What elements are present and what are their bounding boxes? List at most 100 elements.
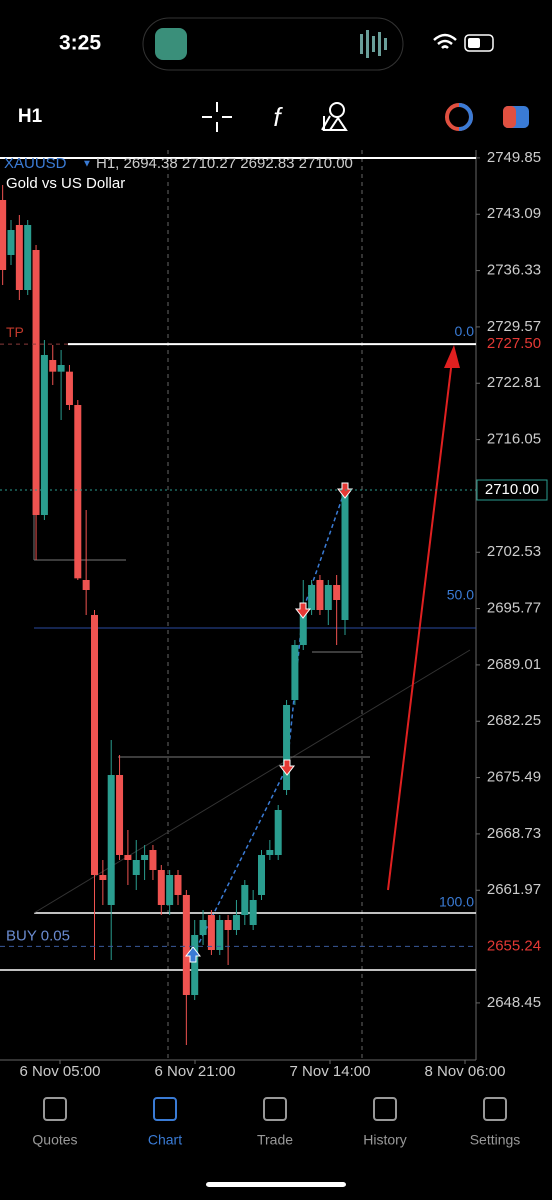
candle-body	[32, 250, 40, 515]
y-tick-label: 2689.01	[487, 656, 541, 673]
symbol-menu[interactable]: ▼	[82, 159, 92, 170]
symbol: XAUUSD	[4, 155, 67, 172]
annotation-arrow	[387, 359, 453, 891]
tab[interactable]: Trade	[257, 1097, 293, 1148]
y-tick-label: 2661.97	[487, 881, 541, 898]
home-indicator	[206, 1182, 346, 1187]
take-profit-price: 2727.50	[487, 335, 541, 352]
tab-icon	[43, 1097, 67, 1121]
tab-icon	[153, 1097, 177, 1121]
candle-body	[207, 915, 215, 950]
candle-body	[258, 855, 265, 895]
candle-body	[74, 405, 82, 579]
candle-body	[49, 360, 57, 372]
candle-body	[7, 230, 15, 255]
candle-body	[157, 870, 165, 905]
take-profit-label: TP	[6, 324, 24, 340]
candle-body	[333, 585, 341, 600]
y-tick-label: 2716.05	[487, 431, 541, 448]
y-tick-label: 2729.57	[487, 318, 541, 335]
y-tick-label: 2749.85	[487, 149, 541, 166]
candle-body	[132, 860, 140, 875]
dynamic-island	[142, 17, 404, 71]
tab-label: Settings	[470, 1132, 521, 1148]
candle-body	[199, 920, 207, 935]
tab-label: History	[363, 1132, 407, 1148]
candle-body	[149, 850, 157, 870]
x-tick-label: 8 Nov 06:00	[425, 1063, 506, 1080]
position-price: 2655.24	[487, 937, 541, 954]
candle-body	[107, 775, 115, 905]
y-tick-label: 2668.73	[487, 825, 541, 842]
quote-header: H1, 2694.38 2710.27 2692.83 2710.00	[96, 155, 353, 172]
candle-body	[15, 225, 23, 290]
clock: 3:25	[59, 32, 101, 55]
y-tick-label: 2648.45	[487, 994, 541, 1011]
tab-label: Chart	[148, 1132, 182, 1148]
fib-label: 0.0	[455, 323, 475, 339]
y-tick-label: 2675.49	[487, 769, 541, 786]
indicators-button[interactable]: f	[273, 102, 283, 132]
candle-body	[0, 200, 7, 270]
candle-body	[166, 875, 174, 905]
tab[interactable]: History	[363, 1097, 407, 1148]
candle-body	[274, 810, 282, 855]
candle-body	[57, 365, 65, 372]
candle-body	[82, 580, 90, 590]
crosshair-button[interactable]	[202, 102, 232, 132]
battery-level	[468, 38, 480, 48]
tab-icon	[373, 1097, 397, 1121]
candle-body	[216, 920, 224, 950]
fib-label: 50.0	[447, 586, 474, 602]
tab[interactable]: Settings	[470, 1097, 521, 1148]
y-tick-label: 2736.33	[487, 262, 541, 279]
candle-body	[341, 490, 349, 620]
candle-body	[283, 705, 291, 790]
trade-button-half	[458, 103, 473, 131]
candle-body	[191, 935, 199, 995]
tab[interactable]: Quotes	[32, 1097, 78, 1148]
subtitle: Gold vs US Dollar	[6, 175, 125, 192]
tab-icon	[483, 1097, 507, 1121]
candle-body	[316, 580, 324, 610]
y-tick-label: 2722.81	[487, 374, 541, 391]
tab-icon	[263, 1097, 287, 1121]
candle-body	[232, 915, 240, 930]
candle-body	[249, 900, 257, 925]
x-tick-label: 6 Nov 05:00	[20, 1063, 101, 1080]
sell-arrow	[278, 759, 296, 776]
x-tick-label: 6 Nov 21:00	[155, 1063, 236, 1080]
candle-body	[65, 371, 73, 405]
battery-icon	[464, 34, 494, 52]
candle-body	[291, 645, 299, 700]
candle-body	[308, 585, 316, 610]
y-tick-label: 2682.25	[487, 712, 541, 729]
audio-wave	[360, 30, 387, 58]
x-tick-label: 7 Nov 14:00	[290, 1063, 371, 1080]
candle-body	[99, 875, 107, 880]
app-icon	[155, 28, 187, 60]
candle-body	[24, 225, 32, 290]
tab[interactable]: Chart	[148, 1097, 182, 1148]
candle-body	[299, 610, 307, 645]
candle-body	[182, 895, 190, 995]
bid-label-box	[476, 479, 548, 501]
candle-body	[116, 775, 124, 855]
tab-bar: Quotes Chart Trade History Settings	[32, 1097, 521, 1148]
tab-label: Quotes	[32, 1132, 77, 1148]
annotation-arrowhead	[444, 345, 460, 368]
y-tick-label: 2702.53	[487, 543, 541, 560]
candle-body	[174, 875, 182, 895]
candle-body	[241, 885, 249, 915]
objects-button[interactable]	[321, 102, 348, 131]
candle-body	[124, 855, 132, 860]
window-button-half	[503, 106, 516, 128]
candle-body	[40, 355, 48, 515]
position-label: BUY 0.05	[6, 927, 70, 944]
candle-body	[91, 615, 98, 875]
timeframe-button[interactable]: H1	[18, 106, 43, 127]
wifi-icon	[433, 33, 457, 49]
candle-body	[266, 850, 274, 855]
